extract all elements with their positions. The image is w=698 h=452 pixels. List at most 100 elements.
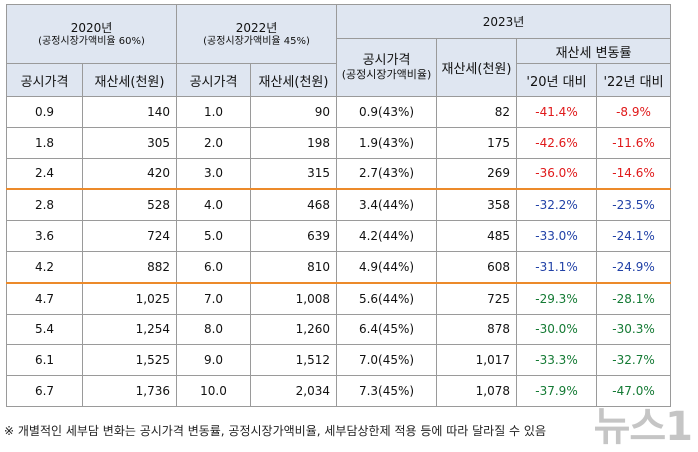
header-2023: 2023년 [335, 4, 672, 39]
official-price-2022-cell: 7.0 [176, 281, 251, 315]
official-price-2022-cell: 5.0 [176, 220, 251, 252]
official-price-2022-cell: 10.0 [176, 375, 251, 407]
official-price-2020-cell: 1.8 [6, 126, 83, 159]
change-vs-2022-cell: -8.9% [595, 96, 672, 128]
table-row: 3.6 724 5.0 639 4.2(44%) 485 -33.0% -24.1% [6, 220, 672, 252]
tax-comparison-table: 2020년 (공정시장가액비율 60%) 2022년 (공정시장가액비율 45%… [6, 4, 672, 407]
header-tax-change: 재산세 변동률 [515, 38, 672, 64]
property-tax-2023-cell: 175 [436, 126, 517, 159]
change-vs-2022-cell: -24.9% [595, 250, 672, 284]
header-2023-official-price-sub: (공정시장가액비율) [341, 67, 432, 81]
official-price-2023-cell: 7.0(45%) [336, 344, 437, 377]
property-tax-2020-cell: 528 [82, 188, 177, 222]
table-row: 1.8 305 2.0 198 1.9(43%) 175 -42.6% -11.6% [6, 126, 672, 159]
property-tax-2022-cell: 1,260 [250, 313, 337, 346]
change-vs-2022-cell: -23.5% [595, 188, 672, 222]
table-row: 0.9 140 1.0 90 0.9(43%) 82 -41.4% -8.9% [6, 96, 672, 128]
property-tax-2022-cell: 2,034 [250, 375, 337, 407]
official-price-2022-cell: 4.0 [176, 188, 251, 222]
property-tax-2022-cell: 810 [250, 250, 337, 284]
property-tax-2020-cell: 1,736 [82, 375, 177, 407]
official-price-2023-cell: 6.4(45%) [336, 313, 437, 346]
table-row: 6.1 1,525 9.0 1,512 7.0(45%) 1,017 -33.3% -32.7… [6, 344, 672, 377]
official-price-2020-cell: 6.7 [6, 375, 83, 407]
table-row: 6.7 1,736 10.0 2,034 7.3(45%) 1,078 -37.9% -47.… [6, 375, 672, 407]
header-2022-year: 2022년 [235, 20, 278, 35]
header-2020-year: 2020년 [70, 20, 113, 35]
footnote: ※ 개별적인 세부담 변화는 공시가격 변동률, 공정시장가액비율, 세부담상한… [4, 424, 546, 438]
table-row: 5.4 1,254 8.0 1,260 6.4(45%) 878 -30.0% -30.3% [6, 313, 672, 346]
header-2020-property-tax: 재산세(천원) [82, 63, 177, 97]
property-tax-2023-cell: 358 [436, 188, 517, 222]
change-vs-2020-cell: -37.9% [516, 375, 597, 407]
change-vs-2022-cell: -30.3% [595, 313, 672, 346]
official-price-2022-cell: 1.0 [176, 96, 251, 128]
table-body: 0.9 140 1.0 90 0.9(43%) 82 -41.4% -8.9% 1.8 305 2.… [6, 96, 672, 407]
official-price-2020-cell: 4.2 [6, 250, 83, 284]
header-2023-official-price: 공시가격 (공정시장가액비율) [336, 38, 437, 97]
property-tax-2023-cell: 1,078 [436, 375, 517, 407]
change-vs-2020-cell: -36.0% [516, 157, 597, 190]
property-tax-2023-cell: 1,017 [436, 344, 517, 377]
header-2022-property-tax: 재산세(천원) [250, 63, 337, 97]
property-tax-2020-cell: 1,254 [82, 313, 177, 346]
change-vs-2022-cell: -47.0% [595, 375, 672, 407]
header-2020-ratio: (공정시장가액비율 60%) [38, 35, 145, 47]
header-2022-official-price: 공시가격 [176, 63, 251, 97]
property-tax-2022-cell: 1,008 [250, 281, 337, 315]
property-tax-2022-cell: 468 [250, 188, 337, 222]
change-vs-2022-cell: -32.7% [595, 344, 672, 377]
property-tax-2023-cell: 878 [436, 313, 517, 346]
official-price-2020-cell: 2.4 [6, 157, 83, 190]
change-vs-2020-cell: -31.1% [516, 250, 597, 284]
table-row: 2.4 420 3.0 315 2.7(43%) 269 -36.0% -14.6% [6, 157, 672, 190]
official-price-2022-cell: 8.0 [176, 313, 251, 346]
change-vs-2022-cell: -11.6% [595, 126, 672, 159]
header-2022: 2022년 (공정시장가액비율 45%) [176, 4, 337, 64]
property-tax-2022-cell: 315 [250, 157, 337, 190]
change-vs-2020-cell: -42.6% [516, 126, 597, 159]
official-price-2023-cell: 2.7(43%) [336, 157, 437, 190]
official-price-2020-cell: 0.9 [6, 96, 83, 128]
official-price-2023-cell: 3.4(44%) [336, 188, 437, 222]
property-tax-2020-cell: 140 [82, 96, 177, 128]
header-2022-ratio: (공정시장가액비율 45%) [203, 35, 310, 47]
header-2023-official-price-label: 공시가격 [362, 52, 411, 68]
news-logo-watermark: 뉴스1 [593, 404, 693, 450]
header-vs-2022: '22년 대비 [595, 63, 672, 97]
change-vs-2020-cell: -33.3% [516, 344, 597, 377]
header-2020: 2020년 (공정시장가액비율 60%) [6, 4, 177, 64]
property-tax-2020-cell: 1,025 [82, 281, 177, 315]
property-tax-2023-cell: 269 [436, 157, 517, 190]
change-vs-2022-cell: -14.6% [595, 157, 672, 190]
property-tax-2023-cell: 82 [436, 96, 517, 128]
property-tax-2023-cell: 725 [436, 281, 517, 315]
property-tax-2020-cell: 1,525 [82, 344, 177, 377]
official-price-2022-cell: 9.0 [176, 344, 251, 377]
official-price-2023-cell: 5.6(44%) [336, 281, 437, 315]
header-vs-2020: '20년 대비 [516, 63, 597, 97]
official-price-2023-cell: 4.2(44%) [336, 220, 437, 252]
table-row: 4.7 1,025 7.0 1,008 5.6(44%) 725 -29.3% -28.1% [6, 281, 672, 315]
header-2020-official-price: 공시가격 [6, 63, 83, 97]
property-tax-2022-cell: 90 [250, 96, 337, 128]
official-price-2022-cell: 6.0 [176, 250, 251, 284]
official-price-2020-cell: 6.1 [6, 344, 83, 377]
property-tax-2020-cell: 882 [82, 250, 177, 284]
property-tax-2020-cell: 420 [82, 157, 177, 190]
official-price-2023-cell: 0.9(43%) [336, 96, 437, 128]
change-vs-2022-cell: -24.1% [595, 220, 672, 252]
official-price-2020-cell: 2.8 [6, 188, 83, 222]
change-vs-2022-cell: -28.1% [595, 281, 672, 315]
change-vs-2020-cell: -32.2% [516, 188, 597, 222]
official-price-2020-cell: 3.6 [6, 220, 83, 252]
table-row: 4.2 882 6.0 810 4.9(44%) 608 -31.1% -24.9% [6, 250, 672, 284]
official-price-2020-cell: 5.4 [6, 313, 83, 346]
change-vs-2020-cell: -33.0% [516, 220, 597, 252]
property-tax-2023-cell: 485 [436, 220, 517, 252]
change-vs-2020-cell: -30.0% [516, 313, 597, 346]
property-tax-2023-cell: 608 [436, 250, 517, 284]
official-price-2023-cell: 4.9(44%) [336, 250, 437, 284]
official-price-2023-cell: 1.9(43%) [336, 126, 437, 159]
change-vs-2020-cell: -29.3% [516, 281, 597, 315]
